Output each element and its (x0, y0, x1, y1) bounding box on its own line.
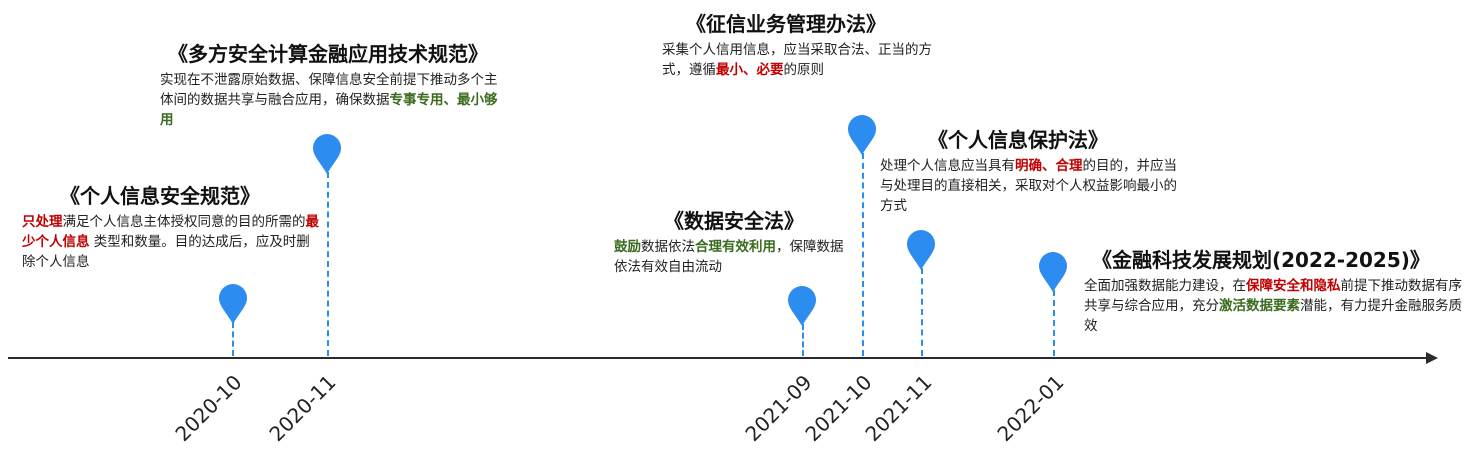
event-card: 《多方安全计算金融应用技术规范》 实现在不泄露原始数据、保障信息安全前提下推动多… (160, 38, 505, 130)
description-text: 潜能，有力提升金融服务质效 (1084, 298, 1462, 334)
description-text: 的目的，并应当与处理目的直接相关，采取对个人权益影响最小的方式 (880, 158, 1177, 214)
event-description: 鼓励数据依法合理有效利用，保障数据依法有效自由流动 (614, 237, 854, 277)
description-text: ，保障数据依法有效自由流动 (614, 239, 844, 275)
highlight-text: 合理有效利用 (695, 239, 776, 255)
event-card: 《数据安全法》 鼓励数据依法合理有效利用，保障数据依法有效自由流动 (614, 205, 854, 277)
date-label: 2020-10 (170, 370, 247, 447)
dashed-stem (1053, 290, 1055, 356)
event-card: 《个人信息安全规范》 只处理满足个人信息主体授权同意的目的所需的最少个人信息 类… (22, 180, 322, 272)
event-description: 实现在不泄露原始数据、保障信息安全前提下推动多个主体间的数据共享与融合应用，确保… (160, 70, 505, 130)
highlight-text: 最小、必要 (716, 62, 784, 78)
event-title: 《征信业务管理办法》 (686, 12, 886, 36)
event-description: 采集个人信用信息，应当采取合法、正当的方式，遵循最小、必要的原则 (662, 40, 952, 80)
description-text: 类型和数量。目的达成后，应及时删除个人信息 (22, 234, 310, 270)
highlight-text: 明确、合理 (1015, 158, 1083, 174)
highlight-text: 鼓励 (614, 239, 641, 255)
event-title: 《金融科技发展规划(2022-2025)》 (1092, 248, 1430, 272)
description-text: 数据依法 (641, 239, 695, 255)
event-description: 处理个人信息应当具有明确、合理的目的，并应当与处理目的直接相关，采取对个人权益影… (880, 156, 1180, 216)
timeline-axis (8, 357, 1428, 359)
description-text: 采集个人信用信息，应当采取合法、正当的方式，遵循 (662, 42, 932, 78)
location-pin-icon[interactable] (905, 229, 937, 271)
highlight-text: 最少个人信息 (22, 214, 319, 250)
description-text: 实现在不泄露原始数据、保障信息安全前提下推动多个主体间的数据共享与融合应用，确保… (160, 72, 498, 108)
highlight-text: 保障安全和隐私 (1246, 278, 1341, 294)
location-pin-icon[interactable] (846, 114, 878, 156)
event-description: 全面加强数据能力建设，在保障安全和隐私前提下推动数据有序共享与综合应用，充分激活… (1084, 276, 1464, 336)
location-pin-icon[interactable] (311, 133, 343, 175)
event-card: 《个人信息保护法》 处理个人信息应当具有明确、合理的目的，并应当与处理目的直接相… (880, 124, 1180, 216)
description-text: 满足个人信息主体授权同意的目的所需的 (62, 214, 306, 230)
date-label: 2022-01 (992, 370, 1069, 447)
location-pin-icon[interactable] (1037, 251, 1069, 293)
dashed-stem (862, 153, 864, 356)
dashed-stem (327, 172, 329, 356)
event-title: 《数据安全法》 (664, 209, 804, 233)
axis-arrow-icon (1426, 352, 1438, 364)
event-card: 《征信业务管理办法》 采集个人信用信息，应当采取合法、正当的方式，遵循最小、必要… (662, 8, 952, 80)
description-text: 的原则 (783, 62, 825, 78)
event-title: 《多方安全计算金融应用技术规范》 (168, 42, 488, 66)
date-label: 2020-11 (264, 370, 341, 447)
highlight-text: 激活数据要素 (1219, 298, 1300, 314)
dashed-stem (232, 322, 234, 356)
dashed-stem (921, 268, 923, 356)
event-title: 《个人信息保护法》 (928, 128, 1108, 152)
event-title: 《个人信息安全规范》 (60, 184, 260, 208)
dashed-stem (802, 324, 804, 356)
location-pin-icon[interactable] (786, 285, 818, 327)
highlight-text: 只处理 (22, 214, 63, 230)
highlight-text: 专事专用、最小够用 (160, 92, 498, 128)
description-text: 全面加强数据能力建设，在 (1084, 278, 1246, 294)
description-text: 前提下推动数据有序共享与综合应用，充分 (1084, 278, 1462, 314)
description-text: 处理个人信息应当具有 (880, 158, 1015, 174)
event-description: 只处理满足个人信息主体授权同意的目的所需的最少个人信息 类型和数量。目的达成后，… (22, 212, 322, 272)
event-card: 《金融科技发展规划(2022-2025)》 全面加强数据能力建设，在保障安全和隐… (1084, 244, 1464, 336)
location-pin-icon[interactable] (217, 283, 249, 325)
